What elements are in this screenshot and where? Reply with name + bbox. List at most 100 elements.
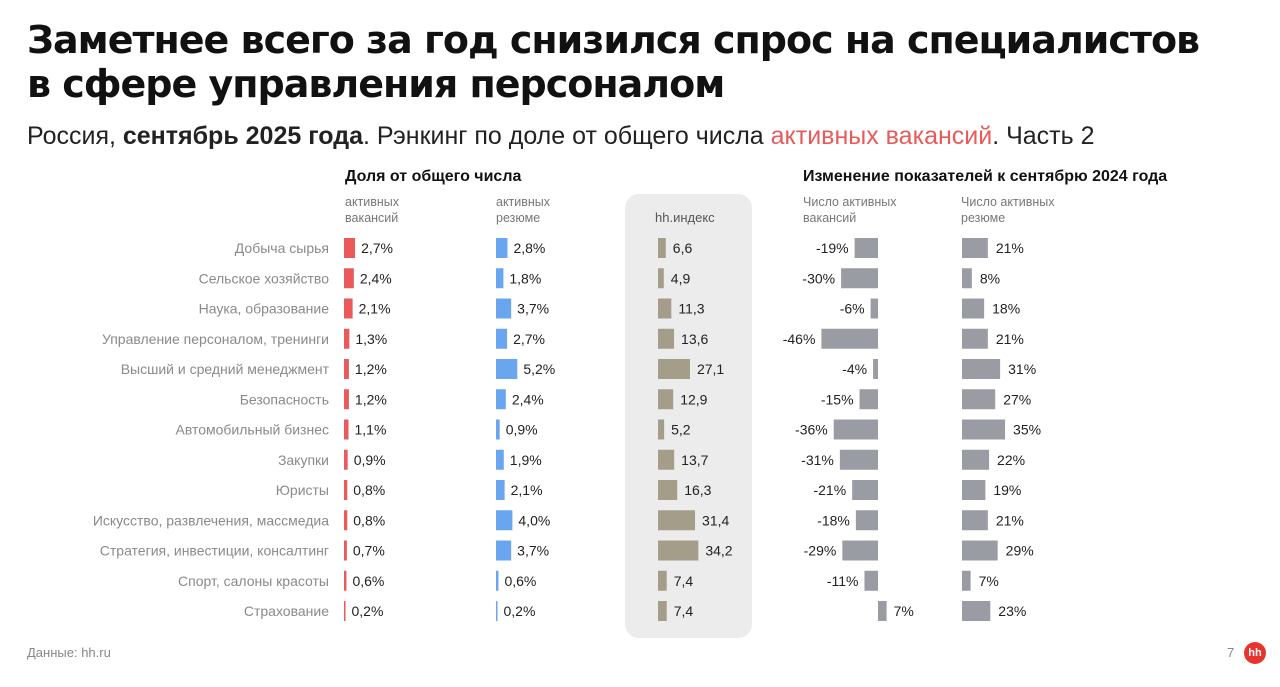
category-label: Высший и средний менеджмент: [121, 361, 330, 377]
vacancies-share-bar: [344, 570, 347, 591]
resumes-share-bar: [496, 480, 505, 500]
resumes-change-label: 35%: [1013, 422, 1041, 438]
vacancies-share-bar: [344, 540, 347, 561]
category-label: Спорт, салоны красоты: [178, 573, 329, 589]
category-label: Страхование: [244, 603, 329, 619]
category-label: Безопасность: [240, 391, 329, 407]
vacancies-share-bar: [344, 419, 349, 440]
vacancies-change-bar: [842, 540, 878, 561]
vacancies-share-bar: [344, 480, 348, 500]
hh-index-bar: [658, 328, 675, 349]
hh-index-label: 7,4: [674, 573, 694, 589]
category-label: Искусство, развлечения, массмедиа: [93, 512, 329, 528]
resumes-change-label: 21%: [996, 331, 1024, 347]
hh-index-header: hh.индекс: [655, 210, 715, 225]
vacancies-share-label: 0,9%: [354, 452, 386, 468]
vacancies-share-label: 0,2%: [352, 603, 384, 619]
hh-index-bar: [658, 601, 667, 621]
vacancies-change-label: -29%: [804, 543, 837, 559]
resumes-change-label: 27%: [1003, 391, 1031, 407]
hh-index-bar: [658, 298, 672, 319]
hh-index-panel: [625, 194, 752, 638]
resumes-change-bar: [962, 238, 988, 258]
vacancies-change-label: -30%: [802, 270, 835, 286]
share-resumes-header: активных резюме: [496, 194, 550, 226]
resumes-change-bar: [962, 449, 990, 470]
resumes-share-bar: [496, 570, 499, 591]
resumes-change-bar: [962, 540, 998, 561]
resumes-share-label: 2,7%: [513, 331, 545, 347]
resumes-change-bar: [962, 510, 988, 531]
hh-index-bar: [658, 359, 690, 379]
subtitle-date: сентябрь 2025 года: [122, 122, 363, 150]
vacancies-share-label: 1,1%: [355, 422, 387, 438]
vacancies-change-bar: [870, 298, 878, 319]
vacancies-change-bar: [841, 268, 878, 289]
subtitle-part-3: . Часть 2: [992, 122, 1095, 150]
resumes-share-label: 2,8%: [513, 240, 545, 256]
vacancies-share-bar: [344, 449, 348, 470]
resumes-share-label: 1,8%: [509, 270, 541, 286]
vacancies-change-label: -11%: [827, 573, 859, 589]
resumes-share-label: 2,1%: [511, 482, 543, 498]
vacancies-change-label: -19%: [816, 240, 849, 256]
vacancies-share-label: 1,2%: [355, 391, 387, 407]
vacancies-share-label: 0,8%: [353, 482, 385, 498]
vacancies-change-label: -4%: [842, 361, 867, 377]
share-vacancies-header-line-1: активных: [345, 195, 400, 209]
hh-logo: hh: [1244, 642, 1266, 664]
vacancies-change-bar: [878, 601, 887, 621]
page-number: 7: [1227, 645, 1235, 660]
vacancies-share-bar: [344, 389, 349, 410]
hh-index-label: 11,3: [678, 301, 704, 317]
hh-index-label: 6,6: [673, 240, 693, 256]
vacancies-change-bar: [833, 419, 878, 440]
hh-index-bar: [658, 389, 674, 410]
hh-index-label: 5,2: [671, 422, 691, 438]
resumes-change-label: 29%: [1006, 543, 1034, 559]
vacancies-change-label: -31%: [801, 452, 834, 468]
hh-index-label: 34,2: [705, 543, 732, 559]
resumes-share-bar: [496, 298, 512, 319]
resumes-change-label: 22%: [997, 452, 1025, 468]
resumes-share-bar: [496, 540, 512, 561]
vacancies-change-bar: [864, 570, 878, 591]
change-vacancies-header: Число активных вакансий: [803, 194, 896, 226]
resumes-share-label: 3,7%: [517, 301, 549, 317]
vacancies-change-label: -46%: [783, 331, 816, 347]
subtitle-highlight: активных вакансий: [770, 122, 993, 150]
resumes-change-label: 31%: [1008, 361, 1036, 377]
resumes-share-label: 4,0%: [518, 512, 550, 528]
hh-index-label: 16,3: [684, 482, 711, 498]
page-title: Заметнее всего за год снизился спрос на …: [27, 18, 1267, 106]
subtitle: Россия, сентябрь 2025 года. Рэнкинг по д…: [27, 122, 1095, 151]
resumes-change-label: 23%: [998, 603, 1026, 619]
hh-index-bar: [658, 510, 696, 531]
vacancies-change-label: -18%: [817, 512, 850, 528]
hh-index-label: 13,6: [681, 331, 708, 347]
share-section-header: Доля от общего числа: [345, 168, 522, 185]
resumes-share-label: 1,9%: [510, 452, 542, 468]
share-vacancies-header-line-2: вакансий: [345, 211, 399, 225]
vacancies-share-label: 0,6%: [352, 573, 384, 589]
hh-index-label: 31,4: [702, 512, 729, 528]
resumes-share-bar: [496, 359, 518, 379]
change-resumes-header-line-1: Число активных: [961, 195, 1055, 209]
vacancies-change-bar: [821, 328, 878, 349]
resumes-change-label: 8%: [980, 270, 1000, 286]
resumes-change-label: 18%: [992, 301, 1020, 317]
change-vacancies-header-line-2: вакансий: [803, 211, 857, 225]
vacancies-change-bar: [859, 389, 878, 410]
vacancies-change-bar: [852, 480, 878, 500]
resumes-share-label: 2,4%: [512, 391, 544, 407]
hh-index-label: 4,9: [671, 270, 691, 286]
change-section-header: Изменение показателей к сентябрю 2024 го…: [803, 168, 1168, 185]
resumes-change-bar: [962, 601, 991, 621]
category-label: Сельское хозяйство: [199, 270, 330, 286]
resumes-change-bar: [962, 570, 971, 591]
vacancies-share-label: 2,7%: [361, 240, 393, 256]
vacancies-change-bar: [839, 449, 878, 470]
subtitle-part-2: . Рэнкинг по доле от общего числа: [363, 122, 771, 150]
change-vacancies-header-line-1: Число активных: [803, 195, 897, 209]
vacancies-change-bar: [873, 359, 878, 379]
